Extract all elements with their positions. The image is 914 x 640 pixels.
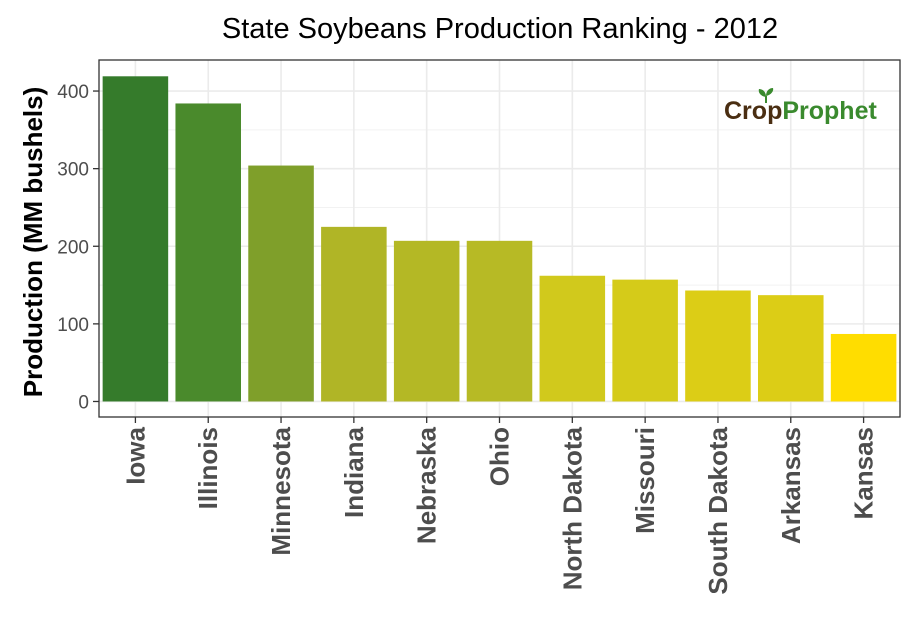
x-tick-label: Iowa: [120, 426, 150, 484]
y-tick-label: 300: [57, 160, 89, 181]
y-tick-label: 0: [78, 392, 89, 413]
y-axis-title: Production (MM bushels): [18, 87, 48, 398]
x-tick-label: Ohio: [485, 427, 515, 486]
bar-arkansas: [758, 295, 824, 402]
x-tick-label: South Dakota: [703, 426, 733, 594]
bar-indiana: [321, 226, 387, 402]
bar-iowa: [102, 76, 169, 402]
bar-minnesota: [248, 165, 314, 402]
x-tick-label: Arkansas: [776, 427, 806, 544]
bar-nebraska: [393, 240, 460, 402]
y-tick-label: 200: [57, 237, 89, 258]
chart-title: State Soybeans Production Ranking - 2012: [222, 13, 778, 45]
bar-north-dakota: [539, 275, 606, 402]
bar-missouri: [612, 279, 678, 402]
x-axis: Iowa Illinois Minnesota Indiana Nebraska Ohio…: [120, 417, 879, 595]
bar-south-dakota: [685, 290, 751, 402]
y-tick-label: 400: [57, 82, 89, 103]
x-tick-label: Minnesota: [266, 426, 296, 555]
logo-text-cr: Cr: [724, 97, 752, 125]
x-tick-label: Kansas: [849, 427, 879, 520]
x-tick-label: North Dakota: [557, 426, 587, 590]
bar-ohio: [466, 240, 533, 402]
bar-kansas: [830, 333, 897, 402]
svg-text:CropProphet: CropProphet: [724, 97, 877, 125]
logo-text-p: p: [767, 97, 782, 125]
x-tick-label: Indiana: [339, 426, 369, 518]
logo-text-o: o: [752, 97, 767, 125]
x-tick-label: Nebraska: [412, 426, 442, 544]
y-axis-title-group: Production (MM bushels): [18, 87, 48, 398]
bars-layer: [102, 76, 897, 402]
logo-text-prophet: Prophet: [782, 97, 877, 125]
cropprophet-logo: CropProphet: [724, 88, 877, 125]
y-axis: 0 100 200 300 400: [57, 82, 99, 413]
y-tick-label: 100: [57, 315, 89, 336]
bar-illinois: [175, 103, 241, 402]
sprout-icon: [758, 88, 774, 103]
x-tick-label: Missouri: [630, 427, 660, 534]
x-tick-label: Illinois: [193, 427, 223, 509]
